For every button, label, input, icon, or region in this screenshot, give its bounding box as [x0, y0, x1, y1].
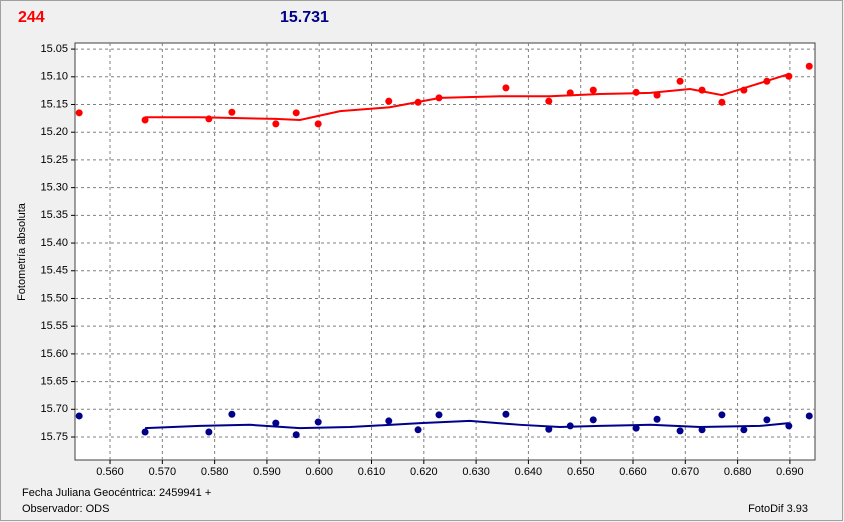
y-tick-label: 15.15 — [40, 98, 68, 110]
x-tick-label: 0.640 — [515, 466, 543, 478]
x-tick-label: 0.580 — [201, 466, 229, 478]
data-point — [805, 412, 813, 420]
y-axis-label: Fotometría absoluta — [16, 202, 28, 301]
data-point — [292, 109, 300, 117]
y-tick-label: 15.25 — [40, 154, 68, 166]
x-tick-label: 0.630 — [462, 466, 490, 478]
data-point — [141, 116, 149, 124]
data-point — [292, 431, 300, 439]
data-point — [272, 120, 280, 128]
data-point — [502, 84, 510, 92]
data-point — [589, 86, 597, 94]
x-tick-label: 0.680 — [724, 466, 752, 478]
y-tick-label: 15.70 — [40, 403, 68, 415]
data-point — [228, 108, 236, 116]
fit-line — [145, 73, 790, 122]
x-tick-label: 0.690 — [776, 466, 804, 478]
fit-line — [145, 419, 789, 430]
data-point — [653, 415, 661, 423]
data-point — [385, 417, 393, 425]
y-tick-label: 15.10 — [40, 71, 68, 83]
y-tick-label: 15.55 — [40, 320, 68, 332]
footer-observer: Observador: ODS — [22, 503, 109, 515]
data-point — [676, 427, 684, 435]
header-count: 244 — [18, 9, 45, 26]
plot-area — [74, 42, 816, 461]
footer-date: Fecha Juliana Geocéntrica: 2459941 + — [22, 487, 211, 499]
x-tick-label: 0.670 — [672, 466, 700, 478]
data-point — [545, 97, 553, 105]
data-point — [385, 97, 393, 105]
y-tick-label: 15.05 — [40, 43, 68, 55]
data-point — [589, 416, 597, 424]
y-tick-label: 15.45 — [40, 265, 68, 277]
data-point — [698, 426, 706, 434]
y-tick-label: 15.75 — [40, 431, 68, 443]
data-point — [502, 410, 510, 418]
y-tick-label: 15.35 — [40, 209, 68, 221]
data-point — [75, 109, 83, 117]
data-point — [435, 411, 443, 419]
data-point — [414, 426, 422, 434]
y-tick-label: 15.65 — [40, 375, 68, 387]
data-point — [805, 62, 813, 70]
data-point — [314, 120, 322, 128]
data-point — [676, 77, 684, 85]
data-point — [141, 428, 149, 436]
data-point — [314, 418, 322, 426]
y-tick-label: 15.50 — [40, 292, 68, 304]
header-magnitude: 15.731 — [280, 9, 329, 26]
data-point — [205, 428, 213, 436]
x-tick-label: 0.650 — [567, 466, 595, 478]
data-point — [632, 424, 640, 432]
data-point — [718, 411, 726, 419]
x-tick-label: 0.600 — [305, 466, 333, 478]
data-point — [763, 416, 771, 424]
y-tick-label: 15.40 — [40, 237, 68, 249]
x-tick-label: 0.590 — [253, 466, 281, 478]
data-point — [75, 412, 83, 420]
x-tick-label: 0.560 — [96, 466, 124, 478]
x-tick-label: 0.610 — [358, 466, 386, 478]
data-point — [718, 98, 726, 106]
data-point — [740, 426, 748, 434]
x-tick-label: 0.660 — [619, 466, 647, 478]
data-point — [228, 410, 236, 418]
footer-software: FotoDif 3.93 — [748, 503, 808, 515]
data-point — [272, 419, 280, 427]
x-tick-label: 0.620 — [410, 466, 438, 478]
y-tick-label: 15.20 — [40, 126, 68, 138]
y-tick-label: 15.30 — [40, 182, 68, 194]
y-tick-label: 15.60 — [40, 348, 68, 360]
x-tick-label: 0.570 — [149, 466, 177, 478]
